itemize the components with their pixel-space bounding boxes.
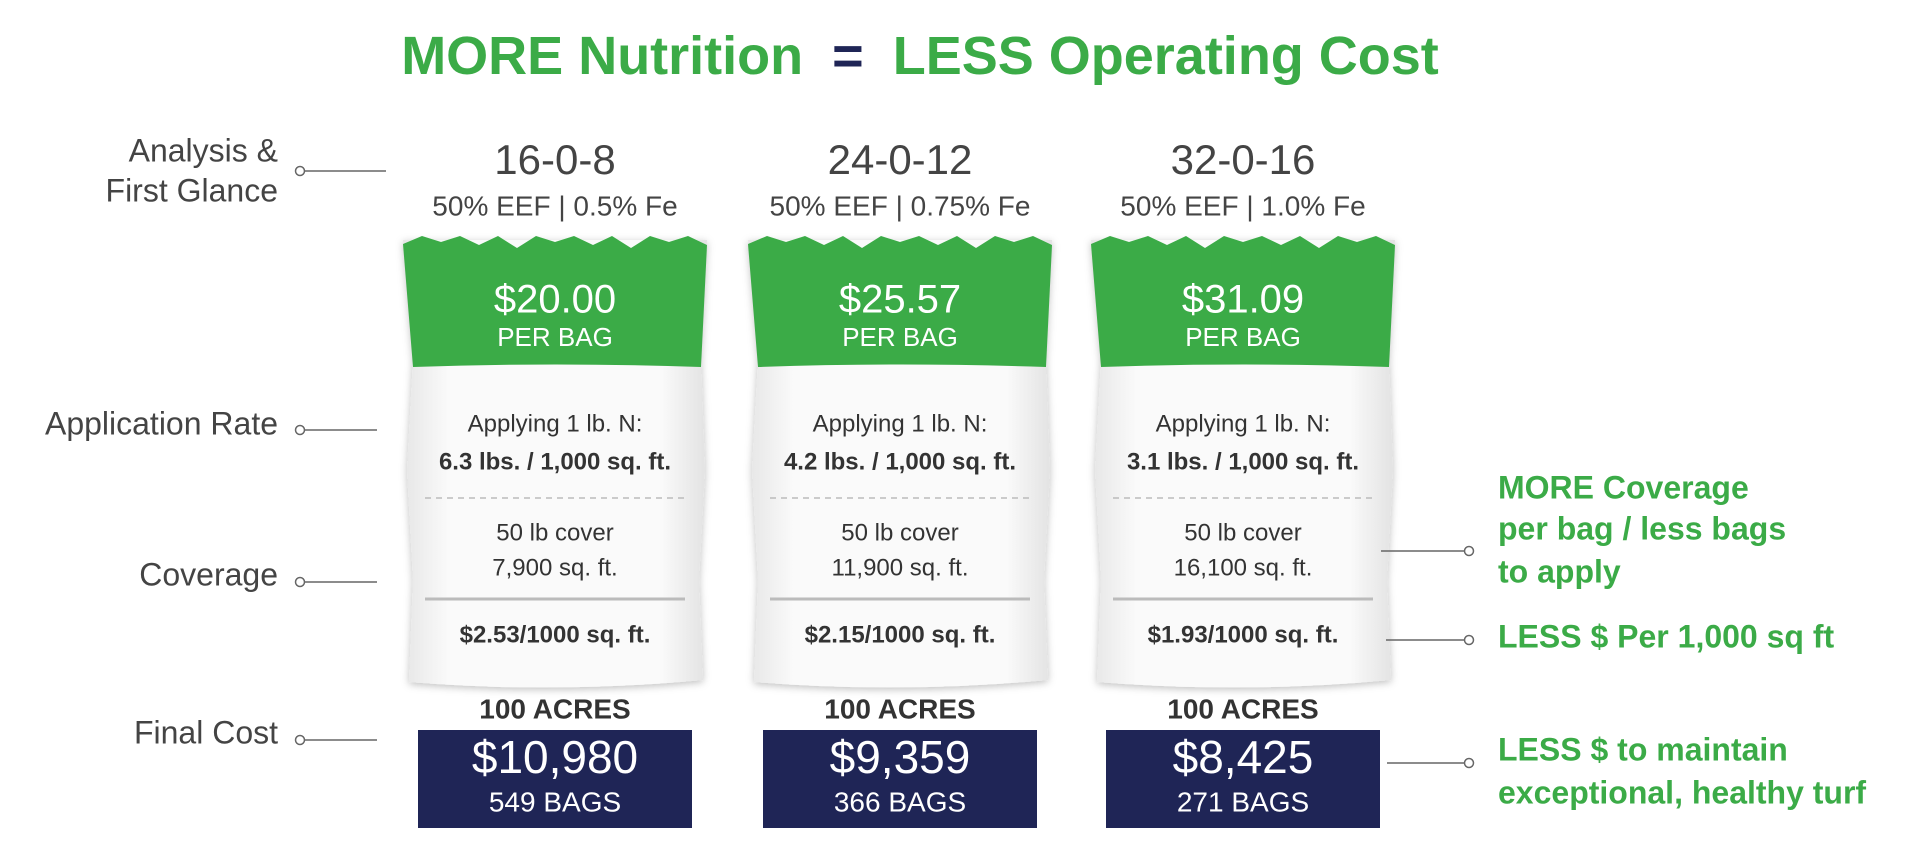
bags: 549 BAGS xyxy=(489,786,621,817)
final-cost: $10,980 xyxy=(472,731,638,783)
details: 50% EEF | 0.5% Fe xyxy=(432,190,677,221)
connector-dot xyxy=(294,165,306,177)
connector-dot xyxy=(1463,634,1475,646)
final-box xyxy=(763,730,1037,828)
cost-per-1000: $2.53/1000 sq. ft. xyxy=(460,621,651,648)
price-unit: PER BAG xyxy=(497,322,613,352)
final-box xyxy=(1106,730,1380,828)
coverage: 11,900 sq. ft. xyxy=(832,554,969,581)
bag-top xyxy=(403,236,707,367)
price: $20.00 xyxy=(494,278,616,322)
final-cost: $9,359 xyxy=(830,731,971,783)
rate: 4.2 lbs. / 1,000 sq. ft. xyxy=(784,448,1016,475)
connector-dot xyxy=(1463,757,1475,769)
coverage-title: 50 lb cover xyxy=(841,519,958,546)
row-label: Final Cost xyxy=(134,714,278,750)
note: LESS $ Per 1,000 sq ft xyxy=(1498,618,1835,654)
row-label: First Glance xyxy=(106,172,278,208)
analysis: 32-0-16 xyxy=(1171,136,1316,183)
connector-dot xyxy=(294,734,306,746)
note: exceptional, healthy turf xyxy=(1498,774,1866,810)
price: $25.57 xyxy=(839,278,961,322)
bags: 366 BAGS xyxy=(834,786,966,817)
note: MORE Coverage xyxy=(1498,469,1749,505)
bag-top xyxy=(748,236,1052,367)
bags: 271 BAGS xyxy=(1177,786,1309,817)
rate-title: Applying 1 lb. N: xyxy=(813,410,988,437)
note: per bag / less bags xyxy=(1498,510,1786,546)
rate-title: Applying 1 lb. N: xyxy=(468,410,643,437)
rate: 3.1 lbs. / 1,000 sq. ft. xyxy=(1127,448,1359,475)
price-unit: PER BAG xyxy=(842,322,958,352)
rate: 6.3 lbs. / 1,000 sq. ft. xyxy=(439,448,671,475)
note: to apply xyxy=(1498,553,1621,589)
row-label: Coverage xyxy=(139,556,278,592)
title-right: LESS Operating Cost xyxy=(893,26,1439,86)
final-box xyxy=(418,730,692,828)
bag-top xyxy=(1091,236,1395,367)
cost-per-1000: $1.93/1000 sq. ft. xyxy=(1148,621,1339,648)
connector-dot xyxy=(294,576,306,588)
final-cost: $8,425 xyxy=(1173,731,1314,783)
coverage-title: 50 lb cover xyxy=(496,519,613,546)
row-label: Application Rate xyxy=(45,405,278,441)
cost-per-1000: $2.15/1000 sq. ft. xyxy=(805,621,996,648)
coverage-title: 50 lb cover xyxy=(1184,519,1301,546)
analysis: 16-0-8 xyxy=(494,136,615,183)
details: 50% EEF | 1.0% Fe xyxy=(1120,190,1365,221)
title-equals: = xyxy=(832,26,864,86)
details: 50% EEF | 0.75% Fe xyxy=(770,190,1031,221)
analysis: 24-0-12 xyxy=(828,136,973,183)
area: 100 ACRES xyxy=(479,693,630,724)
area: 100 ACRES xyxy=(824,693,975,724)
coverage: 16,100 sq. ft. xyxy=(1174,554,1313,581)
connector-dot xyxy=(1463,545,1475,557)
note: LESS $ to maintain xyxy=(1498,731,1788,767)
rate-title: Applying 1 lb. N: xyxy=(1156,410,1331,437)
coverage: 7,900 sq. ft. xyxy=(492,554,617,581)
price: $31.09 xyxy=(1182,278,1304,322)
title-left: MORE Nutrition xyxy=(401,26,803,86)
price-unit: PER BAG xyxy=(1185,322,1301,352)
area: 100 ACRES xyxy=(1167,693,1318,724)
connector-dot xyxy=(294,424,306,436)
title: MORE Nutrition = LESS Operating Cost xyxy=(401,26,1439,86)
row-label: Analysis & xyxy=(129,132,278,168)
